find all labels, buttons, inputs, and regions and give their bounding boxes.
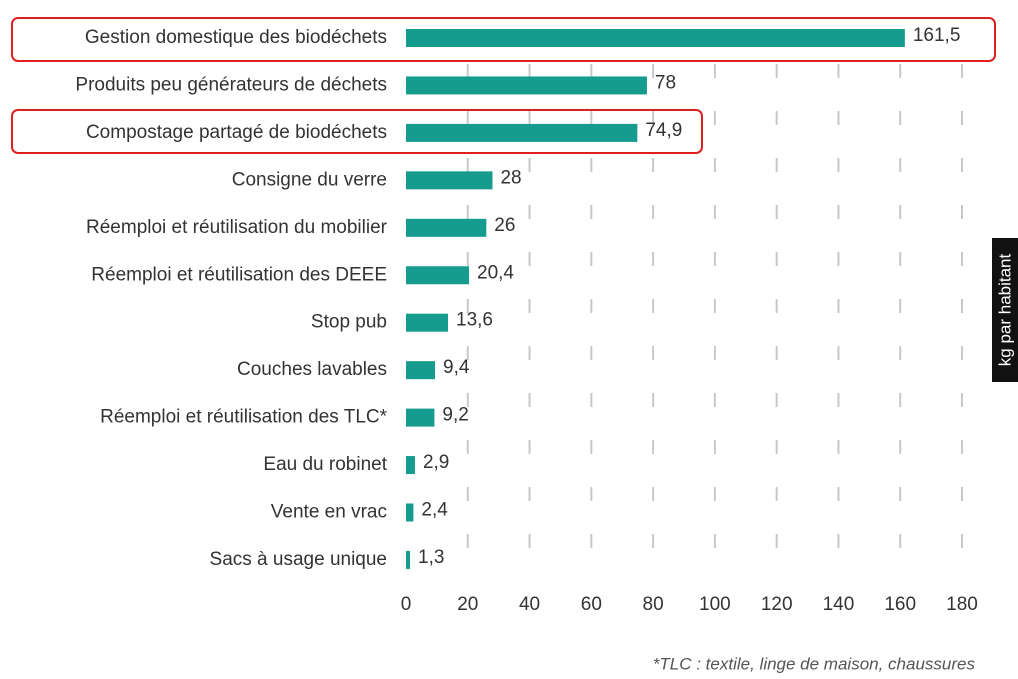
x-tick-label: 140 <box>823 594 855 615</box>
x-tick-label: 60 <box>581 594 602 615</box>
y-tick-label: Eau du robinet <box>263 454 387 475</box>
x-tick-label: 180 <box>946 594 978 615</box>
x-tick-label: 40 <box>519 594 540 615</box>
highlight-box <box>11 17 996 62</box>
x-label-group: kg par habitant <box>992 238 1018 382</box>
y-tick-label: Réemploi et réutilisation des TLC* <box>100 407 388 428</box>
x-tick-label: 80 <box>643 594 664 615</box>
bar <box>406 29 905 47</box>
x-tick-label: 100 <box>699 594 731 615</box>
value-label: 74,9 <box>645 120 682 141</box>
y-tick-label: Consigne du verre <box>232 169 387 190</box>
bar <box>406 123 638 142</box>
bar <box>406 361 436 380</box>
value-label: 13,6 <box>456 310 493 331</box>
value-label: 9,2 <box>442 405 468 426</box>
highlight-box <box>11 109 703 154</box>
bar <box>406 550 411 569</box>
y-tick-label: Compostage partagé de biodéchets <box>86 122 387 143</box>
value-label: 20,4 <box>477 262 514 283</box>
bar <box>406 503 414 522</box>
y-tick-label: Vente en vrac <box>271 502 387 523</box>
bar <box>406 171 493 190</box>
value-label: 78 <box>655 72 676 93</box>
bar <box>406 408 435 427</box>
x-label: kg par habitant <box>995 253 1014 366</box>
value-label: 2,9 <box>423 452 449 473</box>
value-label: 2,4 <box>421 500 448 521</box>
bar <box>406 313 449 332</box>
x-label-bg <box>992 238 1018 382</box>
y-tick-label: Gestion domestique des biodéchets <box>85 27 387 48</box>
y-tick-label: Couches lavables <box>237 359 387 380</box>
bar <box>406 266 470 285</box>
value-label: 26 <box>494 215 515 236</box>
x-tick-label: 120 <box>761 594 793 615</box>
value-label: 9,4 <box>443 357 470 378</box>
x-tick-label: 160 <box>884 594 916 615</box>
y-tick-label: Produits peu générateurs de déchets <box>75 74 387 95</box>
y-tick-label: Sacs à usage unique <box>210 549 387 570</box>
y-tick-label: Réemploi et réutilisation du mobilier <box>86 217 388 238</box>
x-tick-label: 0 <box>401 594 412 615</box>
x-tick-label: 20 <box>457 594 478 615</box>
value-label: 1,3 <box>418 547 444 568</box>
y-tick-label: Réemploi et réutilisation des DEEE <box>91 264 387 285</box>
value-label: 161,5 <box>913 25 961 46</box>
bar <box>406 76 647 95</box>
bar <box>406 218 487 237</box>
value-label: 28 <box>500 167 521 188</box>
bar <box>406 456 415 475</box>
y-tick-label: Stop pub <box>311 312 387 333</box>
footnote: *TLC : textile, linge de maison, chaussu… <box>653 654 976 673</box>
